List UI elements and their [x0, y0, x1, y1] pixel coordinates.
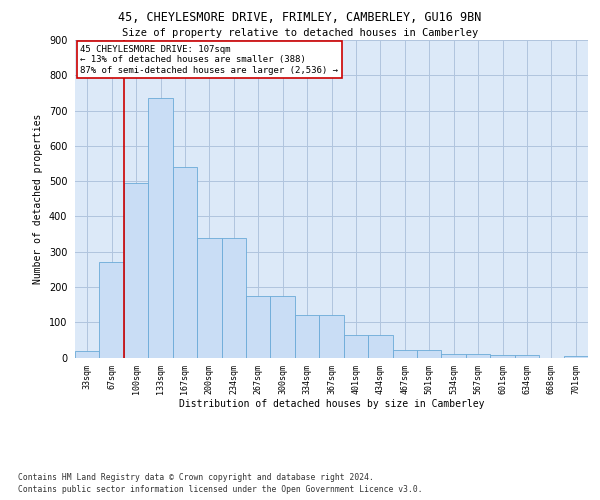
Bar	[271, 296, 295, 358]
Bar	[392, 350, 417, 358]
Bar	[515, 354, 539, 358]
Bar	[466, 354, 490, 358]
Bar	[368, 334, 392, 357]
Text: Contains HM Land Registry data © Crown copyright and database right 2024.: Contains HM Land Registry data © Crown c…	[18, 472, 374, 482]
Text: Contains public sector information licensed under the Open Government Licence v3: Contains public sector information licen…	[18, 485, 422, 494]
Bar	[124, 183, 148, 358]
Bar	[295, 315, 319, 358]
Bar	[75, 351, 100, 358]
Bar	[344, 334, 368, 357]
Bar	[417, 350, 442, 358]
Bar	[148, 98, 173, 357]
Y-axis label: Number of detached properties: Number of detached properties	[34, 114, 43, 284]
Text: 45, CHEYLESMORE DRIVE, FRIMLEY, CAMBERLEY, GU16 9BN: 45, CHEYLESMORE DRIVE, FRIMLEY, CAMBERLE…	[118, 11, 482, 24]
Bar	[442, 354, 466, 358]
Bar	[490, 354, 515, 358]
X-axis label: Distribution of detached houses by size in Camberley: Distribution of detached houses by size …	[179, 400, 484, 409]
Bar	[100, 262, 124, 358]
Bar	[197, 238, 221, 358]
Text: 45 CHEYLESMORE DRIVE: 107sqm
← 13% of detached houses are smaller (388)
87% of s: 45 CHEYLESMORE DRIVE: 107sqm ← 13% of de…	[80, 45, 338, 74]
Bar	[563, 356, 588, 358]
Bar	[173, 167, 197, 358]
Bar	[319, 315, 344, 358]
Bar	[221, 238, 246, 358]
Text: Size of property relative to detached houses in Camberley: Size of property relative to detached ho…	[122, 28, 478, 38]
Bar	[246, 296, 271, 358]
